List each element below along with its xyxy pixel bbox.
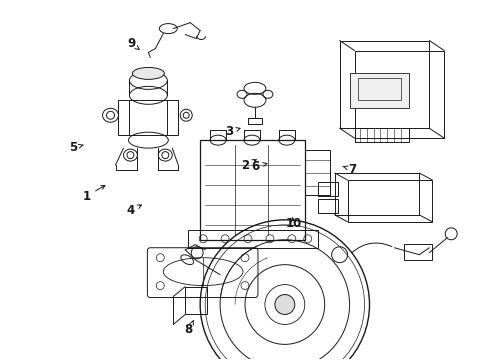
Bar <box>355 128 409 142</box>
Text: 6: 6 <box>251 160 267 173</box>
Bar <box>358 78 401 100</box>
Text: 5: 5 <box>69 141 83 154</box>
Bar <box>404 244 432 260</box>
Bar <box>305 150 330 195</box>
Text: 3: 3 <box>225 125 240 138</box>
Text: 9: 9 <box>127 37 139 50</box>
Bar <box>347 180 432 222</box>
Bar <box>318 199 338 213</box>
Text: 7: 7 <box>343 163 356 176</box>
Bar <box>349 73 409 108</box>
Text: 1: 1 <box>82 185 105 203</box>
Bar <box>119 100 178 135</box>
Ellipse shape <box>132 67 164 80</box>
Bar <box>335 173 419 215</box>
Bar <box>188 230 318 248</box>
Text: 10: 10 <box>286 216 302 230</box>
Bar <box>318 182 338 196</box>
Text: 4: 4 <box>126 204 142 217</box>
Circle shape <box>275 294 295 315</box>
Text: 2: 2 <box>241 159 256 172</box>
Bar <box>340 41 429 128</box>
Text: 8: 8 <box>185 320 194 336</box>
Bar <box>200 140 305 240</box>
Bar <box>355 50 444 138</box>
Bar <box>185 287 207 315</box>
